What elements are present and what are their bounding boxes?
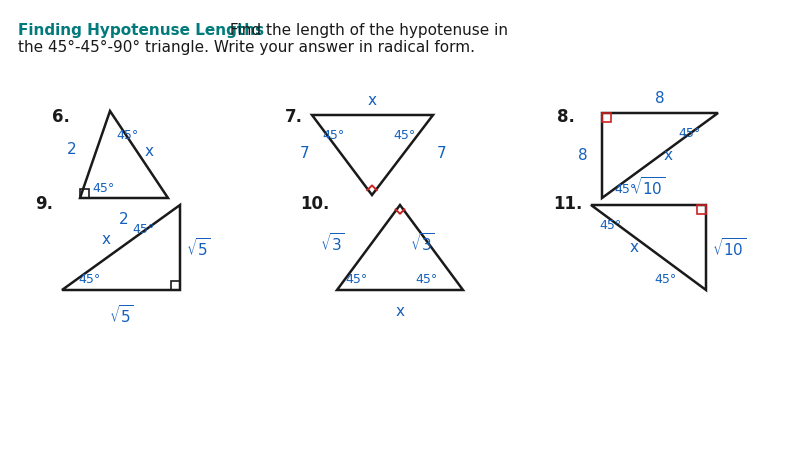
Text: 45°: 45° <box>116 129 138 142</box>
Text: Finding Hypotenuse Lengths: Finding Hypotenuse Lengths <box>18 23 264 38</box>
Text: $\sqrt{5}$: $\sqrt{5}$ <box>109 304 134 326</box>
Text: $\sqrt{10}$: $\sqrt{10}$ <box>712 236 746 259</box>
Text: Find the length of the hypotenuse in: Find the length of the hypotenuse in <box>225 23 508 38</box>
Text: $\sqrt{5}$: $\sqrt{5}$ <box>186 236 211 259</box>
Text: 45°: 45° <box>393 129 415 142</box>
Bar <box>602 113 611 122</box>
Text: x: x <box>145 144 154 159</box>
Text: 45°: 45° <box>322 129 344 142</box>
Text: 45°: 45° <box>415 273 438 286</box>
Text: 11.: 11. <box>553 195 582 213</box>
Text: the 45°-45°-90° triangle. Write your answer in radical form.: the 45°-45°-90° triangle. Write your ans… <box>18 40 475 55</box>
Text: x: x <box>664 148 673 163</box>
Text: x: x <box>395 304 405 319</box>
Text: 45°: 45° <box>132 223 154 236</box>
Text: 45°: 45° <box>78 273 100 286</box>
Text: 45°: 45° <box>92 182 114 195</box>
Text: 7.: 7. <box>285 108 303 126</box>
Text: 45°: 45° <box>345 273 367 286</box>
Text: $\sqrt{3}$: $\sqrt{3}$ <box>410 231 435 254</box>
Text: 8.: 8. <box>557 108 575 126</box>
Text: 45°: 45° <box>678 127 700 140</box>
Text: 2: 2 <box>119 212 129 227</box>
Text: 10.: 10. <box>300 195 330 213</box>
Text: 9.: 9. <box>35 195 53 213</box>
Text: 7: 7 <box>437 145 446 160</box>
Text: 45°: 45° <box>614 183 636 196</box>
Bar <box>171 281 180 290</box>
Text: 45°: 45° <box>599 219 622 232</box>
Text: 8: 8 <box>655 91 665 106</box>
Bar <box>697 205 706 214</box>
Text: x: x <box>368 93 377 108</box>
Text: $\sqrt{3}$: $\sqrt{3}$ <box>320 231 345 254</box>
Text: x: x <box>630 240 638 255</box>
Text: 6.: 6. <box>52 108 70 126</box>
Bar <box>80 189 89 198</box>
Text: $\sqrt{10}$: $\sqrt{10}$ <box>631 176 666 198</box>
Text: 2: 2 <box>67 142 77 157</box>
Text: 7: 7 <box>299 145 309 160</box>
Text: x: x <box>102 232 111 247</box>
Text: 45°: 45° <box>654 273 676 286</box>
Text: 8: 8 <box>578 148 588 163</box>
